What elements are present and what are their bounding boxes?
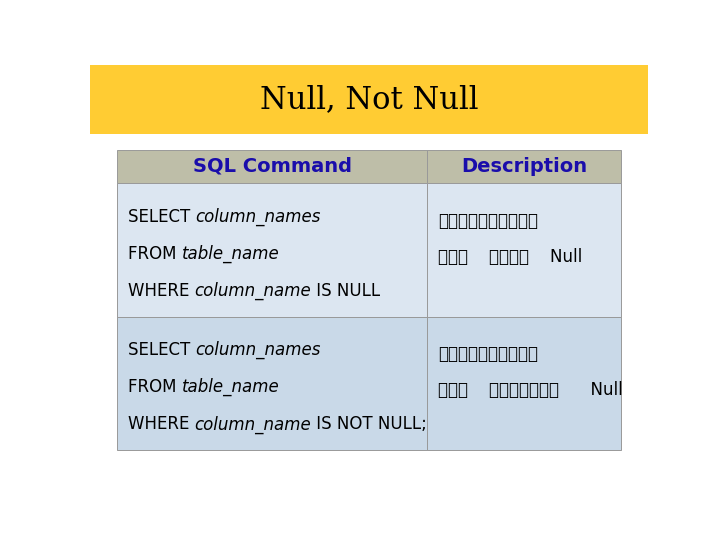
- Text: Null, Not Null: Null, Not Null: [260, 84, 478, 115]
- Text: WHERE: WHERE: [128, 282, 194, 300]
- Text: SELECT: SELECT: [128, 341, 195, 359]
- Text: เลอกขอมลทค: เลอกขอมลทค: [438, 345, 538, 363]
- Text: FROM: FROM: [128, 245, 181, 263]
- Text: FROM: FROM: [128, 378, 181, 396]
- Bar: [427, 150, 621, 184]
- Text: SQL Command: SQL Command: [192, 157, 351, 176]
- Bar: [117, 316, 427, 450]
- Text: Description: Description: [461, 157, 587, 176]
- Bar: [117, 184, 427, 316]
- Text: table_name: table_name: [181, 378, 279, 396]
- Text: IS NULL: IS NULL: [311, 282, 380, 300]
- Text: column_names: column_names: [195, 341, 321, 359]
- Bar: [117, 150, 427, 184]
- Text: WHERE: WHERE: [128, 415, 194, 434]
- Text: table_name: table_name: [181, 245, 279, 263]
- Bar: [90, 65, 648, 134]
- Text: column_names: column_names: [195, 207, 321, 226]
- Text: เลอกขอมลทค: เลอกขอมลทค: [438, 212, 538, 230]
- Text: IS NOT NULL;: IS NOT NULL;: [311, 415, 427, 434]
- Text: ที่    ไม่เป็น      Null: ที่ ไม่เป็น Null: [438, 381, 623, 399]
- Text: SELECT: SELECT: [128, 208, 195, 226]
- Text: ที่    เป็น    Null: ที่ เป็น Null: [438, 248, 582, 266]
- Text: column_name: column_name: [194, 415, 311, 434]
- Text: column_name: column_name: [194, 282, 311, 300]
- Bar: [427, 184, 621, 316]
- Bar: [427, 316, 621, 450]
